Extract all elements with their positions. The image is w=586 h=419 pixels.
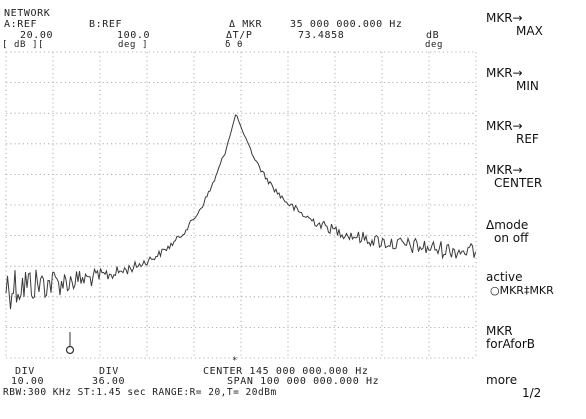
status-line: RBW:300 KHz ST:1.45 sec RANGE:R= 20,T= 2…: [3, 387, 277, 398]
a-div-label: DIV: [15, 366, 35, 377]
delta-unit: dB: [426, 30, 440, 41]
marker-symbol: [65, 332, 75, 355]
softkey-active-marker[interactable]: active ○MKR‡MKR: [486, 270, 554, 298]
svg-text:*: *: [232, 356, 237, 366]
deg-unit: deg: [425, 40, 444, 50]
softkey-mkr-max[interactable]: MKR→ MAX: [486, 11, 543, 38]
softkey-mkr-for[interactable]: MKR forAforB: [486, 324, 536, 351]
a-ref-label: A:REF: [4, 19, 38, 30]
b-ref-value: 100.0: [117, 30, 151, 41]
a-ref-value: 20.00: [20, 30, 54, 41]
a-div-value: 10.00: [11, 376, 45, 387]
graticule: [5, 51, 477, 359]
softkey-delta-mode[interactable]: Δmode on off: [486, 218, 529, 245]
softkey-mkr-center[interactable]: MKR→ CENTER: [486, 163, 543, 190]
delta-marker-label: Δ MKR: [229, 19, 263, 30]
softkey-mkr-ref[interactable]: MKR→ REF: [486, 119, 539, 146]
b-div-value: 36.00: [92, 376, 126, 387]
b-div-label: DIV: [99, 366, 119, 377]
marker-frequency: 35 000 000.000 Hz: [290, 19, 403, 30]
b-unit: deg ]: [118, 40, 149, 50]
softkey-mkr-min[interactable]: MKR→ MIN: [486, 66, 539, 93]
phase-label: δ θ: [225, 40, 244, 50]
a-unit: [ dB ][: [2, 40, 45, 50]
b-ref-label: B:REF: [89, 19, 123, 30]
mode-label: NETWORK: [4, 8, 51, 19]
softkey-more[interactable]: more 1/2: [486, 373, 542, 400]
span-frequency: SPAN 100 000 000.000 Hz: [227, 376, 380, 387]
delta-value: 73.4858: [298, 30, 345, 41]
measurement-trace: [5, 114, 476, 310]
delta-tp-label: ΔT/P: [226, 30, 253, 41]
center-marker: *: [232, 356, 237, 366]
center-frequency: CENTER 145 000 000.000 Hz: [203, 366, 369, 377]
